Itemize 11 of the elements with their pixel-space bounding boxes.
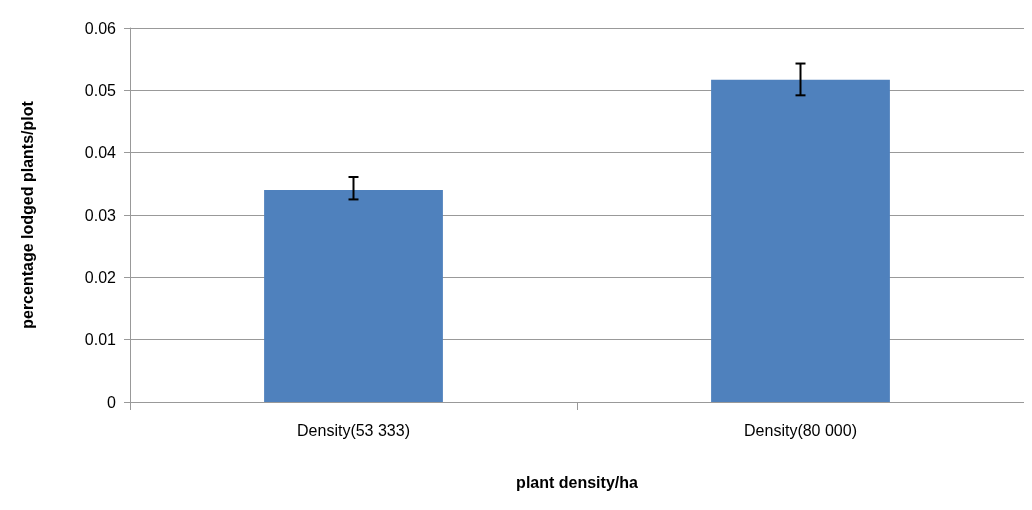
y-tick-label: 0.04 [84, 144, 117, 162]
x-tick-label: Density(80 000) [744, 421, 857, 439]
y-tick-label: 0.01 [84, 331, 117, 349]
y-tick-label: 0.06 [84, 19, 117, 37]
x-tick-label: Density(53 333) [297, 421, 410, 439]
y-axis-title: percentage lodged plants/plot [18, 100, 36, 329]
x-axis-title: plant density/ha [516, 473, 638, 491]
y-tick-label: 0.03 [84, 206, 117, 224]
y-tick-label: 0.05 [84, 81, 117, 99]
y-tick-label: 0 [107, 393, 117, 411]
y-tick-label: 0.02 [84, 268, 117, 286]
